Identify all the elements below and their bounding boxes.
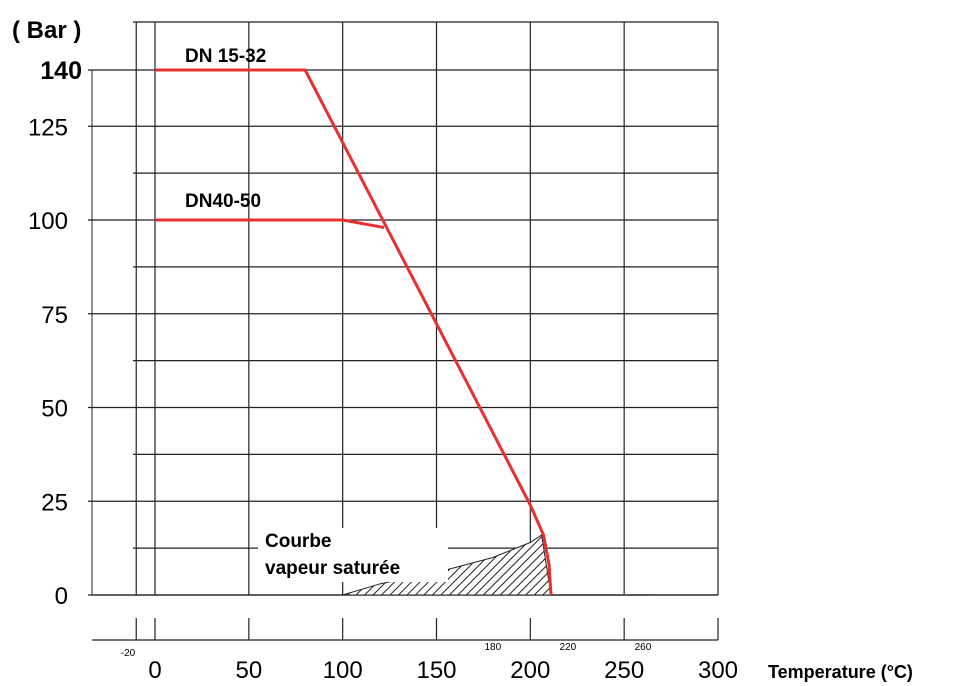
x-tick-label: 150 — [416, 657, 456, 684]
x-minor-tick-label: 220 — [560, 642, 577, 653]
annotation-line-2: vapeur saturée — [265, 558, 400, 579]
series-line-0 — [155, 68, 553, 596]
series-label-dn15-32: DN 15-32 — [185, 46, 266, 67]
x-minor-tick-label: -20 — [121, 648, 136, 659]
annotation-line-1: Courbe — [265, 531, 332, 552]
y-tick-label: 140 — [40, 57, 82, 85]
x-tick-label: 300 — [698, 657, 738, 684]
y-tick-label: 125 — [28, 114, 68, 141]
x-tick-label: 100 — [323, 657, 363, 684]
x-minor-tick-label: 180 — [484, 642, 501, 653]
y-tick-label: 100 — [28, 208, 68, 235]
grid — [88, 21, 719, 596]
x-tick-label: 200 — [510, 657, 550, 684]
x-tick-label: 250 — [604, 657, 644, 684]
y-tick-label: 50 — [41, 396, 68, 423]
series-label-dn40-50: DN40-50 — [185, 191, 261, 212]
y-tick-label: 75 — [41, 302, 68, 329]
x-tick-label: 50 — [235, 657, 262, 684]
y-tick-label: 0 — [55, 583, 68, 610]
x-minor-tick-label: 260 — [635, 642, 652, 653]
axis-ticks: 0 25 50 75 100 125 140 0 50 100 150 200 250 300 -20 180… — [28, 57, 738, 684]
x-tick-label: 0 — [148, 657, 161, 684]
annotation-background — [258, 528, 448, 582]
x-axis-unit: Temperature (°C) — [768, 662, 913, 682]
y-axis-unit: ( Bar ) — [12, 17, 81, 44]
series-lines — [155, 68, 553, 596]
y-tick-label: 25 — [41, 489, 68, 516]
series-line-1 — [155, 218, 385, 229]
